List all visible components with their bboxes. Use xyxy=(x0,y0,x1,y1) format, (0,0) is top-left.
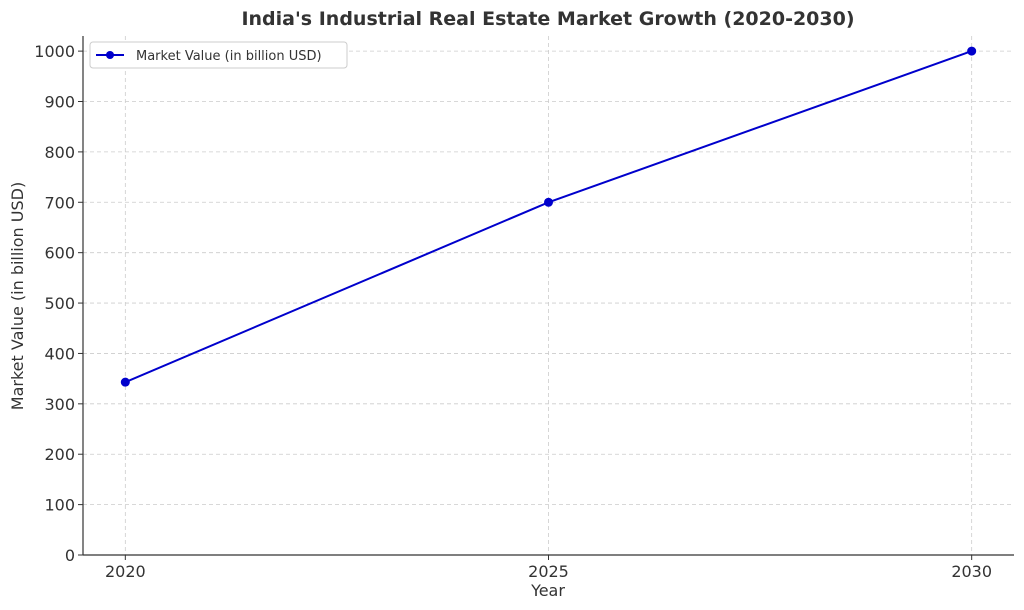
data-point xyxy=(967,46,977,56)
x-tick-label: 2025 xyxy=(528,562,569,581)
chart-title: India's Industrial Real Estate Market Gr… xyxy=(241,8,854,30)
y-axis-label: Market Value (in billion USD) xyxy=(8,182,27,410)
series xyxy=(120,46,977,387)
y-tick-label: 0 xyxy=(65,546,75,565)
legend-label: Market Value (in billion USD) xyxy=(136,49,322,64)
y-tick-label: 700 xyxy=(44,193,75,212)
y-tick-label: 1000 xyxy=(34,42,75,61)
y-ticks: 0 100 200 300 400 500 600 700 800 900 1000 xyxy=(34,42,83,565)
x-axis-label: Year xyxy=(530,581,565,600)
data-point xyxy=(120,377,130,387)
y-tick-label: 100 xyxy=(44,496,75,515)
legend: Market Value (in billion USD) xyxy=(89,41,348,69)
grid xyxy=(83,36,1014,556)
y-tick-label: 600 xyxy=(44,244,75,263)
x-tick-label: 2030 xyxy=(951,562,992,581)
y-tick-label: 200 xyxy=(44,445,75,464)
x-ticks: 2020 2025 2030 xyxy=(105,555,992,581)
data-point xyxy=(544,197,553,207)
y-tick-label: 400 xyxy=(44,344,75,363)
x-tick-label: 2020 xyxy=(105,562,146,581)
y-tick-label: 500 xyxy=(44,294,75,313)
legend-box xyxy=(89,41,348,69)
y-tick-label: 900 xyxy=(44,93,75,112)
legend-marker xyxy=(106,51,114,59)
y-tick-label: 300 xyxy=(44,395,75,414)
y-tick-label: 800 xyxy=(44,143,75,162)
